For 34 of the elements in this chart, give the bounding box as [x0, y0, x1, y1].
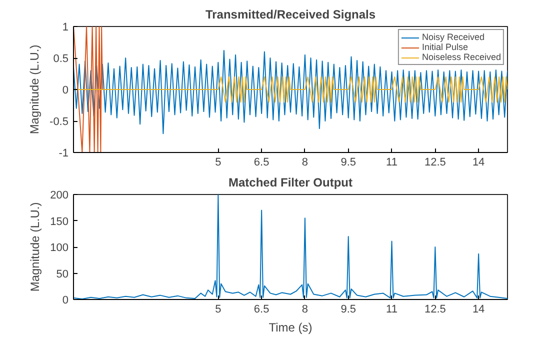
x-tick-label: 5 — [215, 304, 222, 316]
x-axis-title: Time (s) — [268, 320, 312, 334]
line-series — [74, 194, 508, 300]
x-tick-label: 9.5 — [340, 156, 356, 168]
y-tick-label: 150 — [50, 216, 69, 228]
y-tick-label: 0 — [62, 84, 69, 96]
x-tick-label: 9.5 — [340, 304, 356, 316]
y-tick-label: 0.5 — [53, 53, 69, 65]
x-tick-label: 14 — [472, 156, 485, 168]
y-axis-title: Magnitude (L.U.) — [28, 202, 42, 292]
x-tick-label: 5 — [215, 156, 222, 168]
y-tick-label: 1 — [62, 22, 69, 34]
chart-title: Transmitted/Received Signals — [205, 8, 376, 22]
y-tick-label: 50 — [56, 268, 69, 280]
y-tick-label: -0.5 — [50, 116, 69, 128]
x-tick-label: 14 — [472, 304, 485, 316]
x-tick-label: 12.5 — [424, 156, 446, 168]
x-tick-label: 12.5 — [424, 304, 446, 316]
legend-label: Noisy Received — [422, 32, 484, 42]
y-axis-title: Magnitude (L.U.) — [28, 44, 42, 134]
x-tick-label: 8 — [302, 156, 308, 168]
y-tick-label: 100 — [50, 242, 69, 254]
y-tick-label: 0 — [62, 294, 69, 306]
chart-title: Matched Filter Output — [228, 176, 352, 190]
y-tick-label: 200 — [50, 190, 69, 202]
legend-label: Initial Pulse — [422, 42, 468, 52]
legend-label: Noiseless Received — [422, 52, 501, 62]
x-tick-label: 8 — [302, 304, 308, 316]
x-tick-label: 6.5 — [254, 304, 270, 316]
x-tick-label: 11 — [386, 304, 398, 316]
x-tick-label: 6.5 — [254, 156, 270, 168]
y-tick-label: -1 — [58, 148, 68, 160]
line-series — [74, 50, 508, 134]
x-tick-label: 11 — [386, 156, 398, 168]
